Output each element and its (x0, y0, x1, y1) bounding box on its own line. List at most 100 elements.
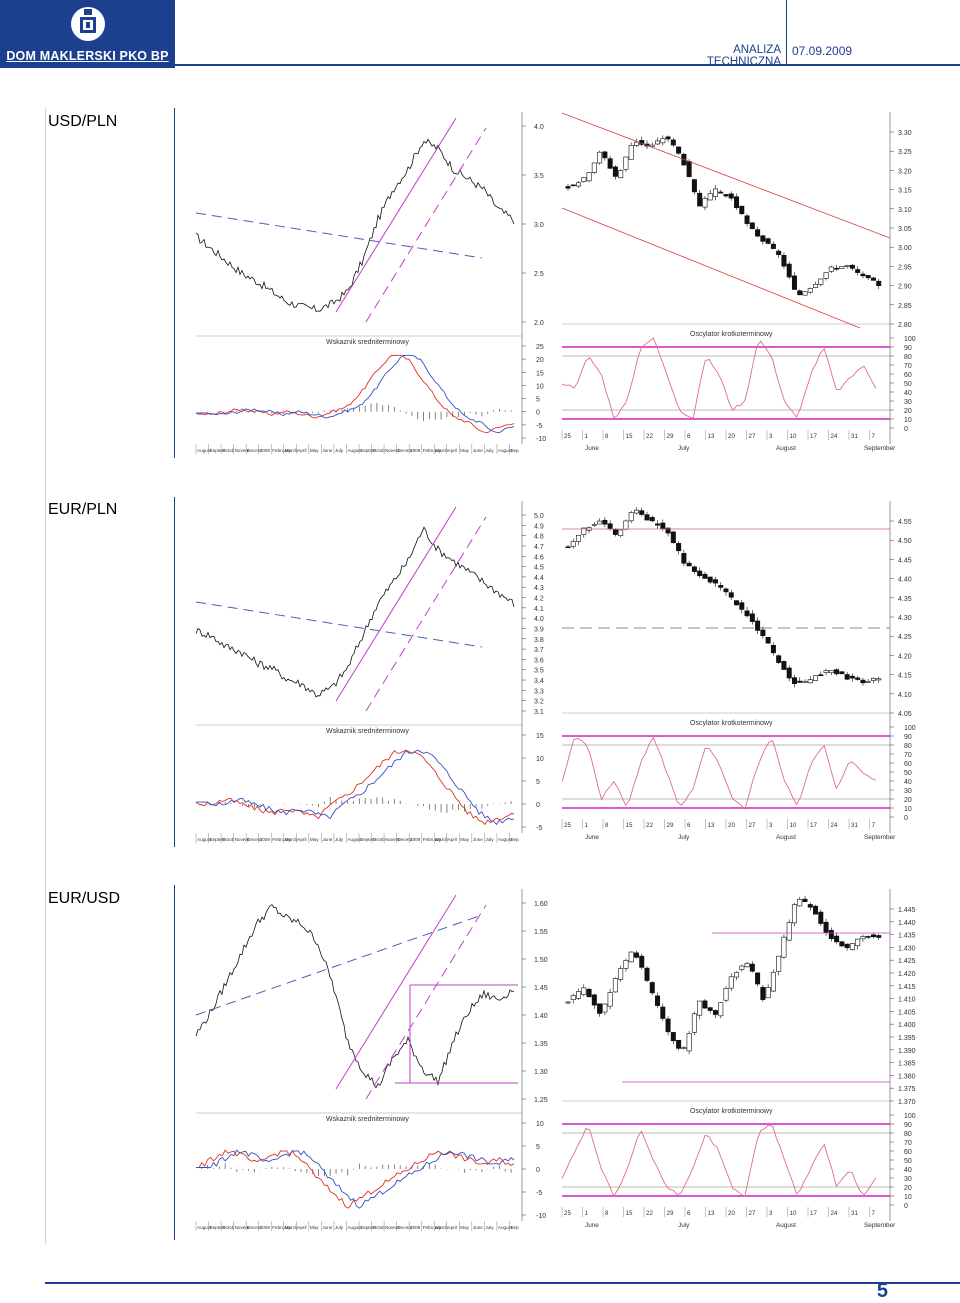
day-label: 7 (872, 822, 876, 829)
candle-body (602, 151, 608, 159)
month-label: August (197, 448, 212, 453)
oscillator-title: Oscylator krotkoterminowy (690, 331, 773, 338)
candle-body (723, 588, 729, 593)
month-label: Octob (373, 1225, 386, 1230)
daily-price-tick-label: 4.10 (898, 692, 912, 699)
candle-body (660, 138, 666, 144)
oscillator-tick-label: 20 (904, 408, 912, 415)
long-price-tick-label: 4.0 (534, 124, 544, 131)
day-label: 15 (626, 433, 633, 440)
price-line (195, 138, 515, 312)
month-label: Sep (510, 837, 519, 842)
day-label: 20 (728, 1210, 735, 1217)
daily-price-tick-label: 3.00 (898, 245, 912, 252)
month-label: June (322, 448, 332, 453)
month-label: June (585, 834, 599, 841)
candle-body (770, 645, 776, 654)
macd-tick-label: 10 (536, 383, 544, 390)
candle-body (813, 905, 819, 915)
day-label: 13 (708, 433, 715, 440)
month-label: 2009 (410, 1225, 421, 1230)
candle-body (691, 179, 697, 193)
oscillator-tick-label: 70 (904, 1140, 912, 1147)
month-label: 2008 (260, 1225, 271, 1230)
candle-body (813, 283, 819, 288)
long-price-tick-label: 3.4 (534, 678, 544, 685)
macd-tick-label: -5 (536, 423, 542, 430)
candle-body (660, 522, 666, 529)
candle-body (639, 510, 645, 515)
candle-body (786, 263, 792, 278)
day-label: 29 (667, 1210, 674, 1217)
candle-body (649, 517, 655, 522)
day-label: 1 (585, 822, 589, 829)
daily-price-tick-label: 2.85 (898, 303, 912, 310)
long-price-tick-label: 1.25 (534, 1097, 548, 1104)
candle-body (623, 960, 629, 969)
candle-body (865, 275, 871, 279)
month-label: May (310, 1225, 319, 1230)
candle-body (797, 899, 803, 907)
candle-body (791, 904, 797, 924)
candle-body (765, 637, 771, 644)
candle-body (765, 238, 771, 244)
candle-body (686, 161, 692, 177)
candle-body (834, 267, 840, 270)
month-label: 2008 (260, 837, 271, 842)
candle-body (702, 198, 708, 208)
candle-body (734, 600, 740, 606)
month-label: February (272, 837, 291, 842)
daily-price-tick-label: 2.95 (898, 264, 912, 271)
candle-body (749, 613, 755, 622)
candle-body (628, 512, 634, 522)
candle-body (581, 527, 587, 535)
day-label: 31 (851, 1210, 858, 1217)
candle-body (749, 222, 755, 230)
candle-body (870, 934, 876, 938)
daily-price-tick-label: 1.390 (898, 1048, 916, 1055)
month-label: July (678, 1222, 690, 1229)
month-label: July (485, 448, 494, 453)
candle-body (828, 266, 834, 272)
candle-body (581, 177, 587, 182)
candle-body (644, 514, 650, 521)
candle-body (749, 963, 755, 972)
candle-body (665, 1018, 671, 1033)
candle-body (739, 965, 745, 970)
candle-body (670, 139, 676, 146)
month-label: Decem (398, 1225, 413, 1230)
candle-body (844, 943, 850, 949)
candle-body (860, 936, 866, 940)
candle-body (707, 576, 713, 583)
candle-body (791, 677, 797, 685)
candle-body (718, 191, 724, 194)
macd-line (195, 1149, 515, 1209)
candle-body (676, 1039, 682, 1049)
day-label: 24 (831, 822, 838, 829)
month-label: September (864, 1222, 896, 1229)
candle-body (670, 531, 676, 544)
long-price-tick-label: 4.5 (534, 565, 544, 572)
day-label: 31 (851, 822, 858, 829)
macd-tick-label: -10 (536, 436, 546, 443)
oscillator-tick-label: 30 (904, 1176, 912, 1183)
oscillator-tick-label: 40 (904, 1167, 912, 1174)
daily-price-tick-label: 1.405 (898, 1009, 916, 1016)
month-label: Octob (373, 448, 386, 453)
candle-body (828, 670, 834, 674)
long-price-tick-label: 3.0 (534, 222, 544, 229)
candle-body (860, 273, 866, 277)
candle-body (786, 667, 792, 679)
candle-body (813, 675, 819, 681)
candle-body (807, 288, 813, 293)
candle-body (655, 140, 661, 145)
long-price-tick-label: 4.8 (534, 534, 544, 541)
month-label: August (347, 448, 362, 453)
candle-body (723, 988, 729, 1001)
day-label: 22 (646, 822, 653, 829)
daily-price-tick-label: 3.15 (898, 188, 912, 195)
oscillator-tick-label: 10 (904, 806, 912, 813)
candle-body (691, 1013, 697, 1033)
candle-body (602, 519, 608, 525)
daily-price-tick-label: 4.15 (898, 673, 912, 680)
